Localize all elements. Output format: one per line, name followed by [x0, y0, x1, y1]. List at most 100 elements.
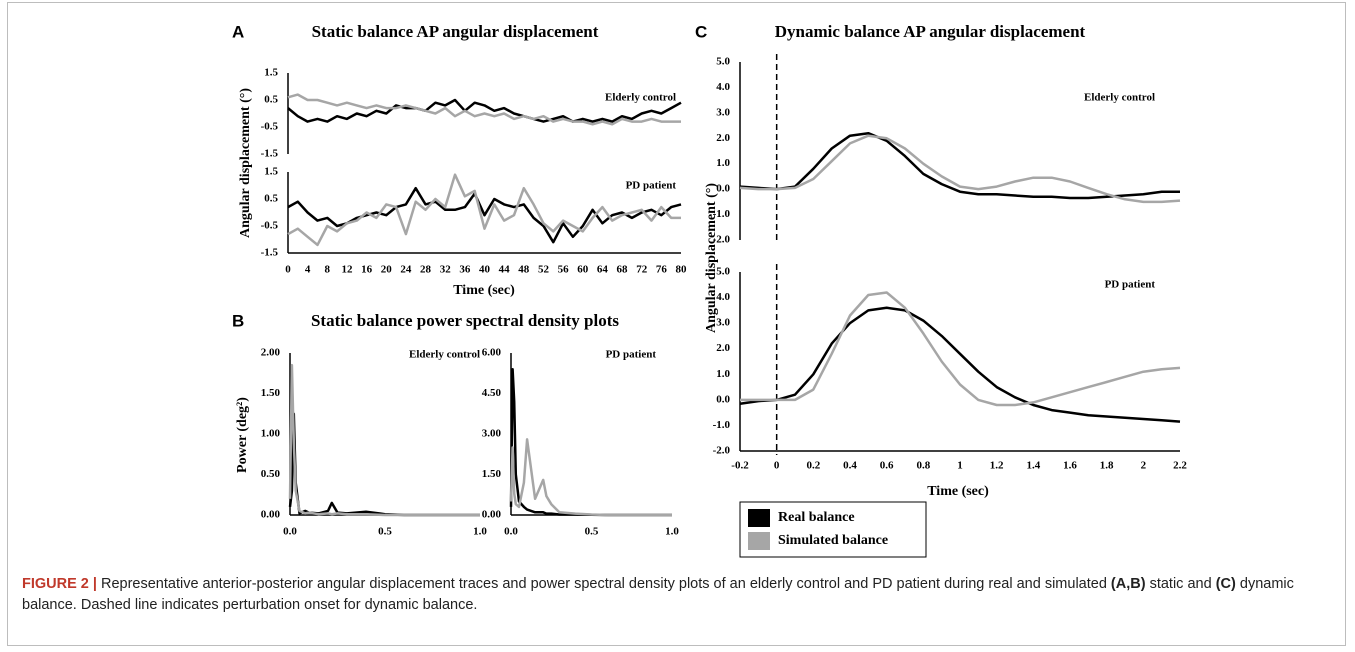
x-tick-label: 76 [656, 264, 668, 276]
x-tick-label: 24 [400, 264, 412, 276]
caption-ref: (A,B) [1110, 576, 1146, 592]
x-tick-label: 48 [518, 264, 530, 276]
x-tick-label: 44 [499, 264, 511, 276]
y-tick-label: 0.0 [716, 183, 730, 195]
panel-letter: C [695, 22, 707, 41]
annotation: Elderly control [605, 92, 676, 104]
legend-label: Real balance [778, 510, 855, 525]
y-tick-label: 4.0 [716, 81, 730, 93]
series-line [509, 438, 672, 517]
y-tick-label: 1.0 [716, 157, 730, 169]
x-tick-label: 0.8 [916, 460, 930, 472]
x-tick-label: 1.0 [665, 526, 679, 538]
y-tick-label: 1.50 [261, 387, 281, 399]
x-tick-label: 0.0 [283, 526, 297, 538]
y-tick-label: 2.0 [716, 132, 730, 144]
series-line [739, 131, 1180, 200]
y-axis-label: Angular displacement (°) [704, 183, 719, 333]
x-tick-label: 2.2 [1173, 460, 1187, 472]
x-axis-label: Time (sec) [453, 283, 515, 298]
annotation: PD patient [606, 349, 657, 361]
y-tick-label: -1.5 [261, 148, 279, 160]
x-tick-label: 0.2 [806, 460, 820, 472]
panel-letter: A [232, 22, 244, 41]
y-tick-label: -1.0 [713, 419, 731, 431]
x-tick-label: 56 [558, 264, 570, 276]
y-tick-label: 0.5 [264, 94, 278, 106]
x-tick-label: 72 [636, 264, 648, 276]
x-tick-label: 1.4 [1026, 460, 1040, 472]
x-tick-label: 0.0 [504, 526, 518, 538]
panel-letter: B [232, 311, 244, 330]
y-tick-label: -0.5 [261, 121, 279, 133]
series-line [287, 173, 681, 247]
x-tick-label: 20 [381, 264, 393, 276]
x-tick-label: 0.6 [880, 460, 894, 472]
legend-label: Simulated balance [778, 533, 888, 548]
x-tick-label: 1.6 [1063, 460, 1077, 472]
x-tick-label: 52 [538, 264, 550, 276]
x-tick-label: 80 [676, 264, 688, 276]
x-tick-label: 0.5 [585, 526, 599, 538]
y-tick-label: 5.0 [716, 56, 730, 68]
annotation: PD patient [626, 180, 677, 192]
series-line [288, 363, 480, 517]
y-tick-label: 2.0 [716, 342, 730, 354]
chart-title: Static balance AP angular displacement [312, 22, 599, 41]
y-tick-label: -0.5 [261, 220, 279, 232]
x-tick-label: 1.8 [1100, 460, 1114, 472]
y-tick-label: 1.0 [716, 368, 730, 380]
y-tick-label: 1.00 [261, 428, 281, 440]
caption-ref: (C) [1215, 576, 1236, 592]
legend-swatch [748, 532, 770, 550]
y-tick-label: 2.00 [261, 347, 281, 359]
y-tick-label: -1.5 [261, 247, 279, 259]
y-tick-label: 0.50 [261, 468, 281, 480]
annotation: Elderly control [1084, 92, 1155, 104]
x-tick-label: 8 [325, 264, 331, 276]
x-tick-label: 0 [774, 460, 780, 472]
series-line [739, 134, 1181, 204]
y-tick-label: 0.00 [261, 509, 281, 521]
series-line [287, 93, 681, 126]
chart-title: Dynamic balance AP angular displacement [775, 22, 1086, 41]
y-tick-label: 3.00 [482, 428, 502, 440]
legend-box [739, 501, 927, 558]
caption-label: FIGURE 2 | [22, 576, 97, 592]
x-tick-label: 32 [440, 264, 452, 276]
y-tick-label: -1.0 [713, 208, 731, 220]
caption-text: dynamic balance. Dashed line indicates p… [22, 576, 1294, 613]
x-tick-label: 60 [577, 264, 589, 276]
y-tick-label: 1.5 [264, 67, 278, 79]
caption: FIGURE 2 | Representative anterior-poste… [22, 574, 1322, 616]
y-tick-label: -2.0 [713, 234, 731, 246]
figure-frame [7, 2, 1346, 646]
series-line [287, 98, 682, 123]
series-line [740, 291, 1181, 407]
y-axis-label: Power (deg²) [235, 397, 250, 473]
x-tick-label: 40 [479, 264, 491, 276]
x-tick-label: 2 [1141, 460, 1147, 472]
annotation: PD patient [1105, 279, 1156, 291]
figure: A Static balance AP angular displacement E… [232, 22, 1187, 558]
y-axis-label: Angular displacement (°) [238, 88, 253, 238]
x-tick-label: 28 [420, 264, 432, 276]
y-tick-label: -2.0 [713, 445, 731, 457]
y-tick-label: 4.50 [482, 387, 502, 399]
x-tick-label: 0 [285, 264, 291, 276]
x-tick-label: 64 [597, 264, 609, 276]
series-line [739, 306, 1181, 423]
x-tick-label: 68 [617, 264, 629, 276]
y-tick-label: 1.50 [482, 468, 502, 480]
y-tick-label: 0.00 [482, 509, 502, 521]
x-tick-label: 1 [957, 460, 963, 472]
x-tick-label: -0.2 [731, 460, 749, 472]
series-line [287, 186, 682, 244]
y-tick-label: 4.0 [716, 291, 730, 303]
y-tick-label: 0.0 [716, 393, 730, 405]
x-tick-label: 12 [341, 264, 353, 276]
annotation: Elderly control [409, 349, 480, 361]
y-tick-label: 5.0 [716, 266, 730, 278]
y-tick-label: 3.0 [716, 317, 730, 329]
